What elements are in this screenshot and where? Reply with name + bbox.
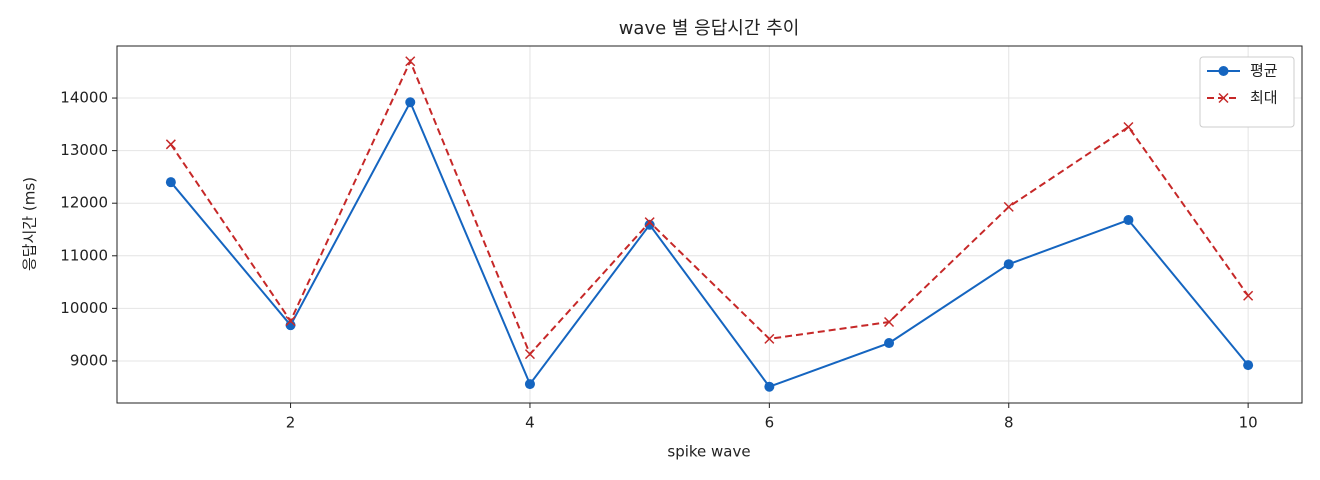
marker — [884, 338, 895, 349]
x-tick-label: 6 — [765, 414, 775, 432]
marker — [165, 139, 176, 150]
marker — [644, 219, 655, 230]
legend-label: 최대 — [1250, 89, 1278, 107]
marker — [1123, 121, 1134, 132]
y-tick-label: 9000 — [70, 351, 108, 369]
marker — [405, 56, 416, 67]
legend-label: 평균 — [1250, 62, 1278, 80]
series-line — [170, 58, 1249, 356]
marker — [524, 379, 535, 390]
y-tick-label: 13000 — [60, 141, 108, 159]
marker — [764, 381, 775, 392]
y-tick-label: 10000 — [60, 299, 108, 317]
plot-frame — [116, 45, 1303, 404]
marker — [644, 217, 655, 228]
x-tick-label: 8 — [1004, 414, 1014, 432]
y-axis-label: 응답시간 (ms) — [21, 177, 39, 271]
x-tick-label: 10 — [1239, 414, 1258, 432]
x-tick-label: 2 — [286, 414, 296, 432]
marker — [285, 315, 296, 327]
y-tick-label: 12000 — [60, 194, 108, 212]
x-tick-label: 4 — [525, 414, 535, 432]
legend-box — [1199, 56, 1295, 128]
marker — [165, 177, 176, 188]
marker — [524, 349, 535, 360]
y-tick-label: 11000 — [60, 246, 108, 264]
marker — [884, 317, 895, 328]
marker — [1003, 259, 1014, 270]
marker — [1243, 290, 1254, 301]
y-tick-label: 14000 — [60, 89, 108, 107]
marker — [1003, 201, 1014, 212]
series-line — [170, 99, 1249, 388]
x-axis-label: spike wave — [667, 443, 750, 461]
legend-marker — [1218, 66, 1229, 76]
marker — [1123, 215, 1134, 226]
marker — [405, 97, 416, 108]
chart-title: wave 별 응답시간 추이 — [619, 18, 800, 39]
marker — [1243, 360, 1254, 371]
marker — [764, 333, 775, 344]
legend-marker — [1218, 92, 1229, 104]
